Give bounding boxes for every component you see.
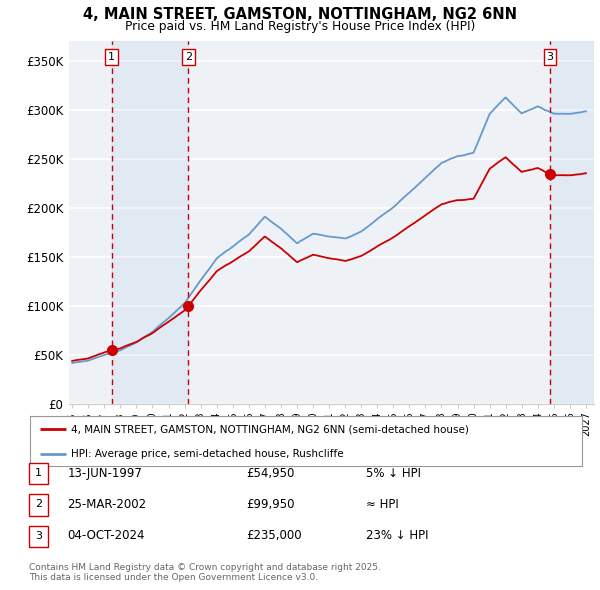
Text: £54,950: £54,950 xyxy=(246,467,295,480)
Text: 1: 1 xyxy=(108,52,115,62)
Text: 04-OCT-2024: 04-OCT-2024 xyxy=(67,529,145,542)
Text: 1: 1 xyxy=(35,468,42,478)
Text: 2: 2 xyxy=(35,500,42,509)
Text: HPI: Average price, semi-detached house, Rushcliffe: HPI: Average price, semi-detached house,… xyxy=(71,448,344,458)
Bar xyxy=(112,41,188,404)
Text: Contains HM Land Registry data © Crown copyright and database right 2025.
This d: Contains HM Land Registry data © Crown c… xyxy=(29,563,380,582)
Text: 25-MAR-2002: 25-MAR-2002 xyxy=(67,498,146,511)
Text: 4, MAIN STREET, GAMSTON, NOTTINGHAM, NG2 6NN (semi-detached house): 4, MAIN STREET, GAMSTON, NOTTINGHAM, NG2… xyxy=(71,424,469,434)
Text: 5% ↓ HPI: 5% ↓ HPI xyxy=(366,467,421,480)
Text: 23% ↓ HPI: 23% ↓ HPI xyxy=(366,529,428,542)
Text: 13-JUN-1997: 13-JUN-1997 xyxy=(67,467,142,480)
Text: 2: 2 xyxy=(185,52,192,62)
Text: Price paid vs. HM Land Registry's House Price Index (HPI): Price paid vs. HM Land Registry's House … xyxy=(125,20,475,33)
Text: 3: 3 xyxy=(547,52,554,62)
Text: £99,950: £99,950 xyxy=(246,498,295,511)
Text: ≈ HPI: ≈ HPI xyxy=(366,498,399,511)
Text: £235,000: £235,000 xyxy=(246,529,302,542)
Bar xyxy=(550,41,594,404)
Text: 4, MAIN STREET, GAMSTON, NOTTINGHAM, NG2 6NN: 4, MAIN STREET, GAMSTON, NOTTINGHAM, NG2… xyxy=(83,7,517,22)
Text: 3: 3 xyxy=(35,531,42,540)
